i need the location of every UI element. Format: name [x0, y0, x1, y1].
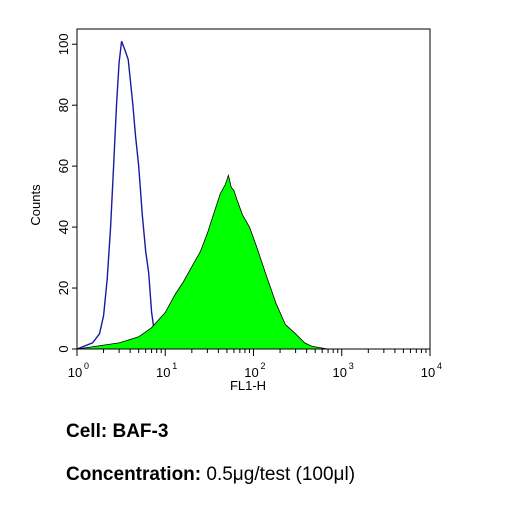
cell-caption: Cell: BAF-3	[66, 421, 168, 443]
x-axis-label: FL1-H	[230, 378, 266, 393]
x-tick-label: 10	[68, 365, 82, 380]
concentration-caption: Concentration: 0.5μg/test (100μl)	[66, 464, 355, 486]
plot-area	[76, 28, 431, 350]
series-outline-control	[76, 40, 166, 350]
x-tick-label: 10	[421, 365, 435, 380]
x-tick-label: 10	[244, 365, 258, 380]
x-tick-exponent: 3	[349, 361, 354, 371]
concentration-label: Concentration:	[66, 464, 202, 485]
y-tick-label: 80	[56, 98, 71, 112]
cell-label: Cell:	[66, 421, 108, 442]
x-tick-label: 10	[333, 365, 347, 380]
y-tick-label: 40	[56, 220, 71, 234]
y-axis-label: Counts	[28, 184, 43, 226]
x-axis: 10 0 10 1 10 2 10 3 10 4	[68, 349, 442, 380]
y-tick-label: 100	[56, 33, 71, 55]
x-tick-exponent: 0	[84, 361, 89, 371]
y-tick-label: 20	[56, 281, 71, 295]
x-tick-label: 10	[156, 365, 170, 380]
y-tick-label: 60	[56, 159, 71, 173]
series-filled-sample	[76, 173, 329, 350]
y-axis: 0 20 40 60 80 100	[56, 33, 77, 353]
y-tick-label: 0	[56, 345, 71, 352]
x-tick-exponent: 4	[437, 361, 442, 371]
x-tick-exponent: 2	[261, 361, 266, 371]
cell-value: BAF-3	[112, 421, 169, 442]
x-tick-exponent: 1	[172, 361, 177, 371]
concentration-value: 0.5μg/test (100μl)	[206, 464, 356, 485]
